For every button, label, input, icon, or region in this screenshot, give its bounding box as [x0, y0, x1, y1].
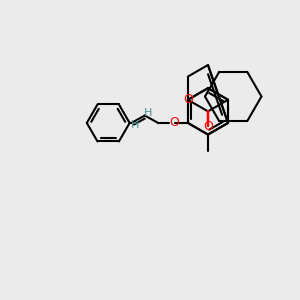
Text: H: H — [131, 120, 139, 130]
Text: O: O — [183, 93, 193, 106]
Text: O: O — [169, 116, 179, 130]
Text: H: H — [144, 108, 152, 118]
Text: O: O — [203, 120, 213, 133]
